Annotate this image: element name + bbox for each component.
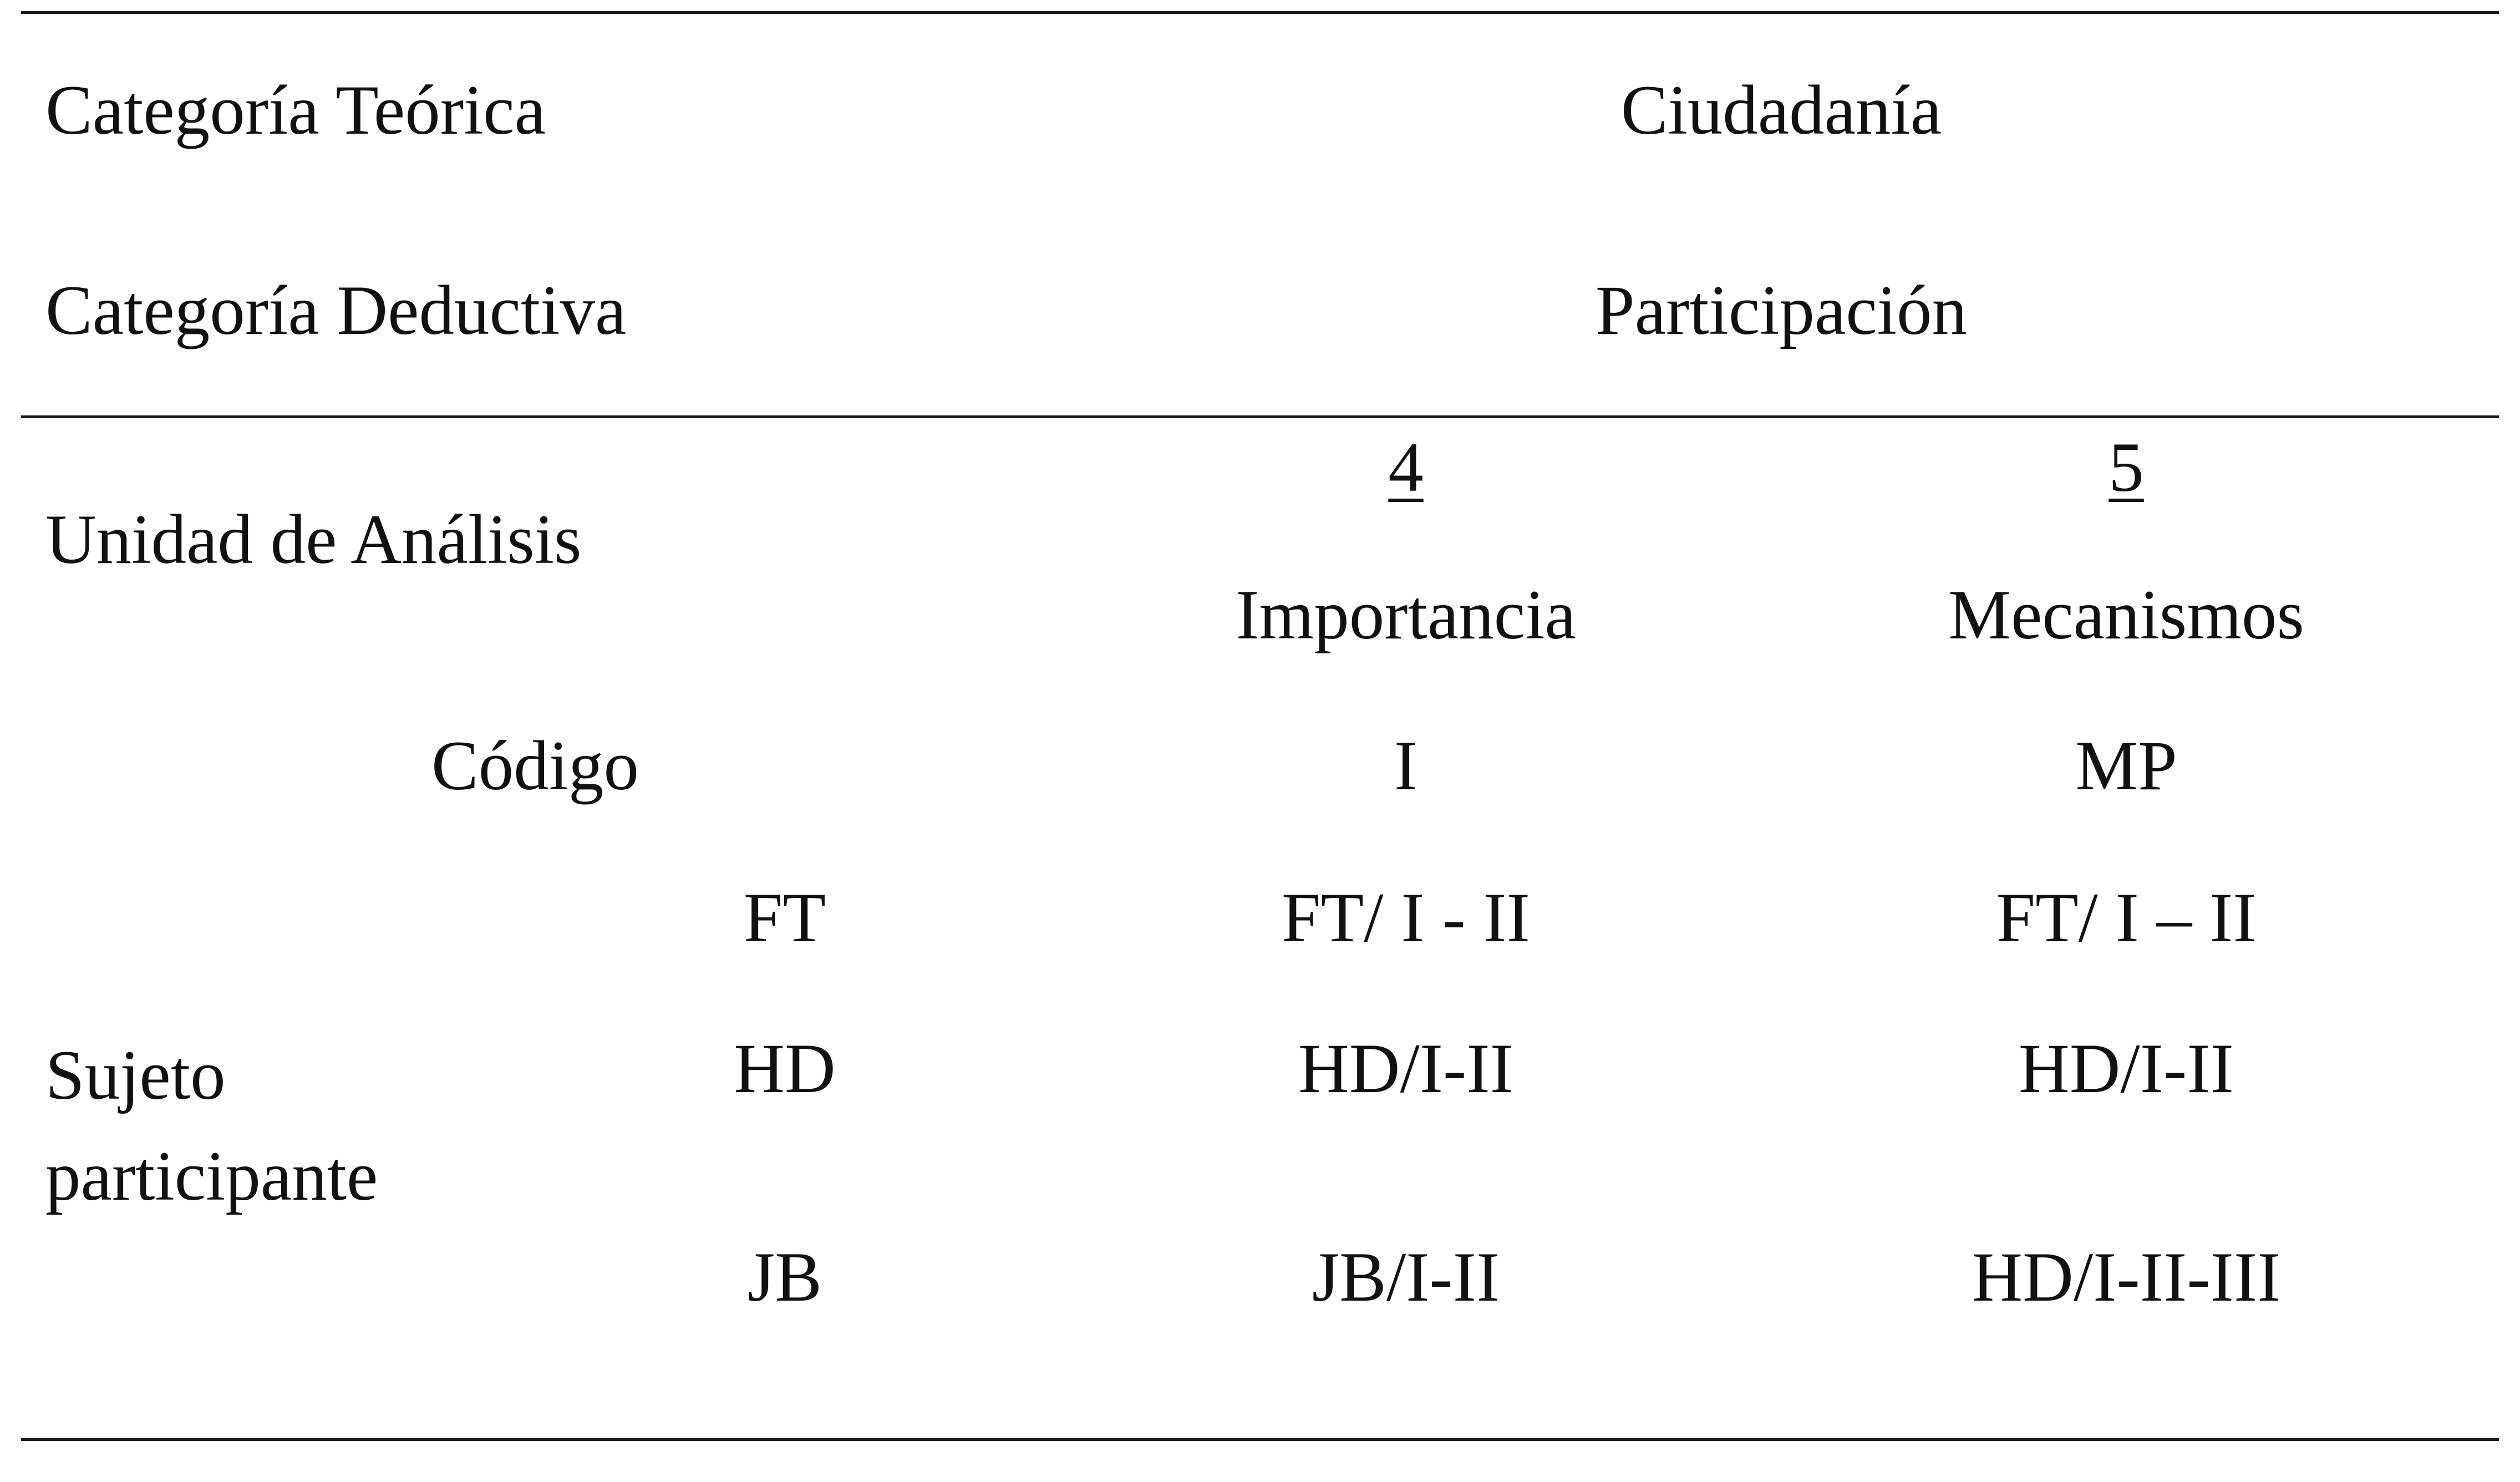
column-name-importance: Importancia <box>1236 576 1576 654</box>
mechanisms-hd: HD/I-II <box>2019 1030 2234 1108</box>
deductive-category-value: Participación <box>1595 272 1968 349</box>
top-rule <box>21 11 2499 14</box>
code-label: Código <box>431 727 639 805</box>
subject-code-ft: FT <box>743 879 826 957</box>
analysis-unit-label: Unidad de Análisis <box>45 501 582 578</box>
deductive-category-label: Categoría Deductiva <box>45 272 627 349</box>
column-number-mechanisms: 5 <box>2109 429 2144 506</box>
importance-ft: FT/ I - II <box>1282 879 1530 957</box>
subject-code-jb: JB <box>747 1239 822 1316</box>
mechanisms-ft: FT/ I – II <box>1996 879 2257 957</box>
mechanisms-jb: HD/I-II-III <box>1972 1239 2281 1316</box>
bottom-rule <box>21 1438 2499 1441</box>
importance-jb: JB/I-II <box>1312 1239 1500 1316</box>
code-mechanisms: MP <box>2075 727 2177 805</box>
column-name-mechanisms: Mecanismos <box>1948 576 2304 654</box>
theoretical-category-label: Categoría Teórica <box>45 72 546 149</box>
subject-code-hd: HD <box>734 1030 836 1108</box>
column-number-importance: 4 <box>1388 429 1424 506</box>
theoretical-category-value: Ciudadanía <box>1620 72 1942 149</box>
header-rule <box>21 415 2499 418</box>
code-importance: I <box>1394 727 1418 805</box>
subject-label-line1: Sujeto <box>45 1037 226 1114</box>
importance-hd: HD/I-II <box>1298 1030 1513 1108</box>
subject-label-line2: participante <box>45 1138 378 1215</box>
